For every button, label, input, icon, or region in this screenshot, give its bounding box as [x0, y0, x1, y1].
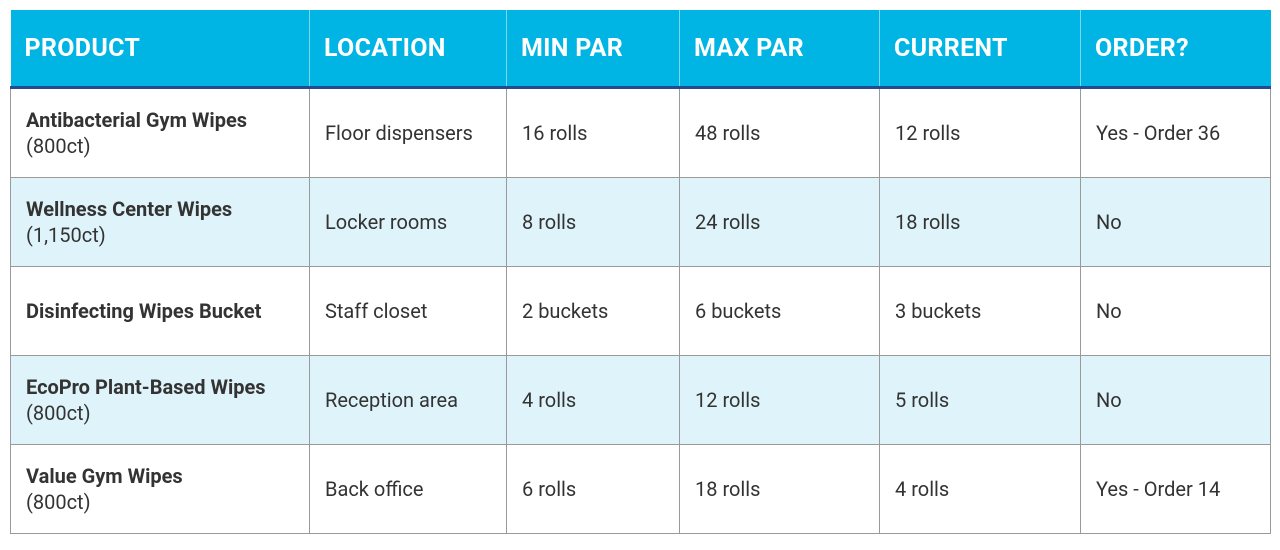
column-header: ORDER? [1080, 10, 1271, 89]
table-body: Antibacterial Gym Wipes (800ct) Floor disp… [10, 87, 1271, 534]
table-cell: Floor dispensers [309, 87, 507, 178]
table-cell: Back office [309, 444, 507, 534]
product-count: (800ct) [26, 490, 91, 514]
table-cell: 18 rolls [879, 177, 1081, 267]
table-cell: Yes - Order 14 [1080, 444, 1271, 534]
product-count: (800ct) [26, 401, 91, 425]
product-count: (1,150ct) [26, 223, 106, 247]
table-cell: 2 buckets [506, 266, 680, 356]
table-row: Value Gym Wipes (800ct) Back office 6 rolls… [10, 444, 1271, 534]
table-cell: No [1080, 355, 1271, 445]
product-name: EcoPro Plant-Based Wipes [26, 375, 266, 399]
table-row: Antibacterial Gym Wipes (800ct) Floor disp… [10, 87, 1271, 178]
inventory-table: PRODUCT LOCATION MIN PAR MAX PAR CURRENT ORDE… [10, 10, 1271, 534]
table-cell: 8 rolls [506, 177, 680, 267]
product-cell: Value Gym Wipes (800ct) [10, 444, 310, 534]
column-header: MAX PAR [679, 10, 880, 89]
product-cell: Disinfecting Wipes Bucket [10, 266, 310, 356]
table-row: Disinfecting Wipes Bucket Staff closet 2 b… [10, 266, 1271, 356]
table-cell: Reception area [309, 355, 507, 445]
table-cell: No [1080, 266, 1271, 356]
table-cell: No [1080, 177, 1271, 267]
product-name: Disinfecting Wipes Bucket [26, 299, 262, 323]
table-cell: 5 rolls [879, 355, 1081, 445]
table-cell: 24 rolls [679, 177, 880, 267]
table-cell: Locker rooms [309, 177, 507, 267]
table-cell: 3 buckets [879, 266, 1081, 356]
table-cell: 6 buckets [679, 266, 880, 356]
product-name: Antibacterial Gym Wipes [26, 108, 248, 132]
product-name: Wellness Center Wipes [26, 197, 233, 221]
table-cell: Yes - Order 36 [1080, 87, 1271, 178]
table-cell: 18 rolls [679, 444, 880, 534]
table-cell: 48 rolls [679, 87, 880, 178]
product-cell: Wellness Center Wipes (1,150ct) [10, 177, 310, 267]
table-cell: 12 rolls [879, 87, 1081, 178]
product-cell: Antibacterial Gym Wipes (800ct) [10, 87, 310, 178]
table-row: EcoPro Plant-Based Wipes (800ct) Reception… [10, 355, 1271, 445]
product-count: (800ct) [26, 134, 91, 158]
inventory-table-wrap: PRODUCT LOCATION MIN PAR MAX PAR CURRENT ORDE… [10, 10, 1271, 534]
table-cell: 4 rolls [506, 355, 680, 445]
table-row: Wellness Center Wipes (1,150ct) Locker roo… [10, 177, 1271, 267]
table-cell: 12 rolls [679, 355, 880, 445]
header-row: PRODUCT LOCATION MIN PAR MAX PAR CURRENT ORDE… [10, 10, 1271, 89]
column-header: CURRENT [879, 10, 1081, 89]
table-cell: 6 rolls [506, 444, 680, 534]
product-cell: EcoPro Plant-Based Wipes (800ct) [10, 355, 310, 445]
table-cell: Staff closet [309, 266, 507, 356]
column-header: MIN PAR [506, 10, 680, 89]
product-name: Value Gym Wipes [26, 464, 183, 488]
column-header: PRODUCT [10, 10, 310, 89]
column-header: LOCATION [309, 10, 507, 89]
table-cell: 16 rolls [506, 87, 680, 178]
table-cell: 4 rolls [879, 444, 1081, 534]
